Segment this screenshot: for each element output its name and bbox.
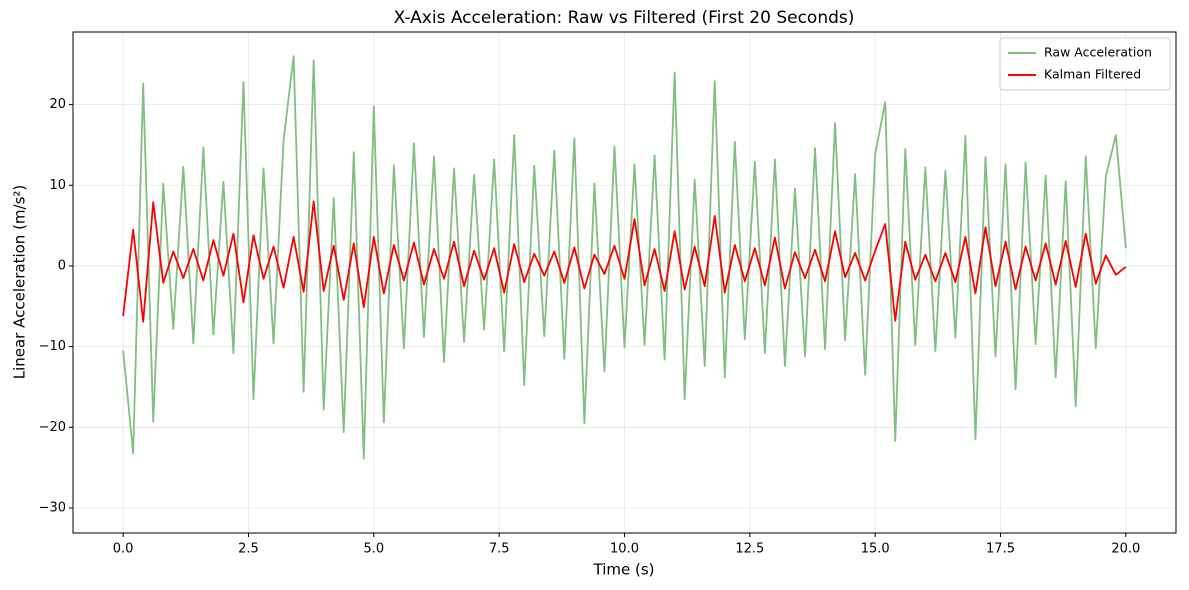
y-tick-label: −10 (39, 339, 66, 354)
y-axis-label: Linear Acceleration (m/s²) (11, 185, 29, 380)
legend-label: Raw Acceleration (1044, 45, 1152, 60)
x-tick-label: 12.5 (735, 542, 764, 557)
legend: Raw Acceleration Kalman Filtered (999, 37, 1171, 91)
x-tick-label: 20.0 (1111, 542, 1140, 557)
x-tick-label: 0.0 (113, 542, 134, 557)
x-tick-label: 2.5 (238, 542, 259, 557)
plot-frame (72, 31, 1177, 534)
x-tick-label: 5.0 (363, 542, 384, 557)
x-tick-label: 7.5 (489, 542, 510, 557)
y-tick-label: 0 (58, 258, 66, 273)
y-tick-label: −30 (39, 500, 66, 515)
y-tick-label: 10 (49, 178, 66, 193)
x-axis-label: Time (s) (593, 561, 655, 579)
x-tick-label: 17.5 (986, 542, 1015, 557)
y-tick-label: 20 (49, 97, 66, 112)
x-tick-label: 10.0 (610, 542, 639, 557)
x-tick-label: 15.0 (861, 542, 890, 557)
legend-box (999, 37, 1171, 91)
y-tick-label: −20 (39, 420, 66, 435)
chart-title: X-Axis Acceleration: Raw vs Filtered (Fi… (394, 8, 855, 28)
legend-label: Kalman Filtered (1044, 67, 1141, 82)
data-line (122, 200, 1127, 323)
